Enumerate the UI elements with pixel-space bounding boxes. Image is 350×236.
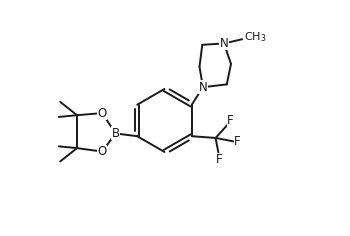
Text: CH$_3$: CH$_3$ [244,31,266,44]
Text: F: F [216,153,222,166]
Text: O: O [98,107,107,120]
Text: B: B [111,127,120,140]
Text: N: N [219,37,228,50]
Text: F: F [227,114,234,127]
Text: O: O [98,145,107,158]
Text: F: F [234,135,240,148]
Text: N: N [198,81,207,94]
